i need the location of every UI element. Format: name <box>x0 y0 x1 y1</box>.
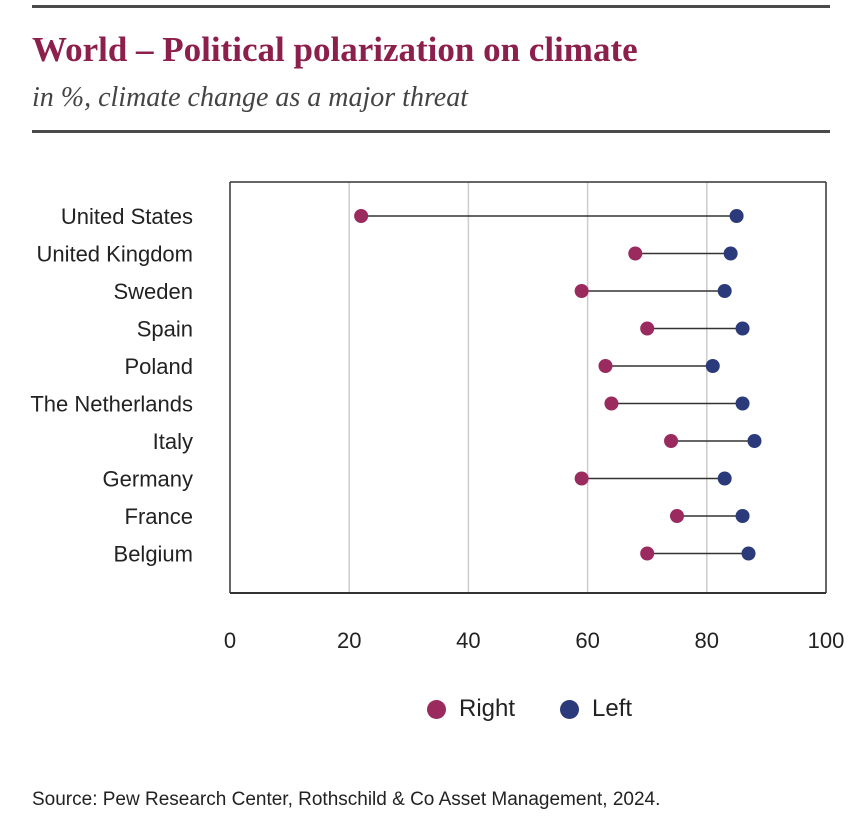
legend-marker-right <box>427 699 446 719</box>
left-point <box>747 434 762 448</box>
left-point <box>735 396 750 411</box>
x-tick-label-0: 0 <box>224 628 236 653</box>
category-label: Italy <box>153 429 193 454</box>
right-point <box>574 471 589 486</box>
legend-item-left: Left <box>560 693 632 725</box>
right-point <box>640 321 655 336</box>
source-note: Source: Pew Research Center, Rothschild … <box>32 789 661 810</box>
right-point <box>598 359 613 373</box>
legend-label-right: Right <box>459 695 516 722</box>
dumbbell-chart: 0 20 40 60 80 100 United States United Kingdom S… <box>30 181 845 653</box>
category-label: United States <box>61 204 193 229</box>
category-label: The Netherlands <box>30 392 193 417</box>
category-label: Germany <box>103 467 193 492</box>
right-point <box>604 396 619 411</box>
left-point <box>741 546 756 561</box>
left-point <box>723 246 738 261</box>
category-label: Poland <box>124 354 193 379</box>
left-point <box>735 321 750 336</box>
category-label: Belgium <box>114 542 193 567</box>
header-rule <box>32 130 830 133</box>
x-tick-label-60: 60 <box>575 628 599 653</box>
x-tick-label-40: 40 <box>456 628 480 653</box>
x-tick-label-100: 100 <box>808 628 845 653</box>
right-point <box>640 546 655 561</box>
category-label: France <box>125 504 193 529</box>
category-label: Spain <box>137 317 193 342</box>
right-point <box>628 246 643 261</box>
category-label: Sweden <box>113 279 193 304</box>
right-point <box>664 434 679 448</box>
category-label: United Kingdom <box>36 242 193 267</box>
left-point <box>735 509 750 523</box>
chart-title: World – Political polarization on climat… <box>32 30 638 69</box>
right-point <box>574 284 589 298</box>
top-rule <box>32 5 830 8</box>
right-point <box>670 509 684 523</box>
left-point <box>717 471 732 486</box>
legend-marker-left <box>560 699 579 719</box>
x-tick-label-80: 80 <box>695 628 719 653</box>
left-point <box>717 284 732 298</box>
legend: Right Left <box>0 693 864 725</box>
left-point <box>729 209 744 223</box>
left-point <box>705 359 720 373</box>
legend-item-right: Right <box>427 693 515 725</box>
right-point <box>354 209 369 223</box>
legend-label-left: Left <box>592 695 633 722</box>
chart-subtitle: in %, climate change as a major threat <box>32 82 469 113</box>
x-tick-label-20: 20 <box>337 628 361 653</box>
